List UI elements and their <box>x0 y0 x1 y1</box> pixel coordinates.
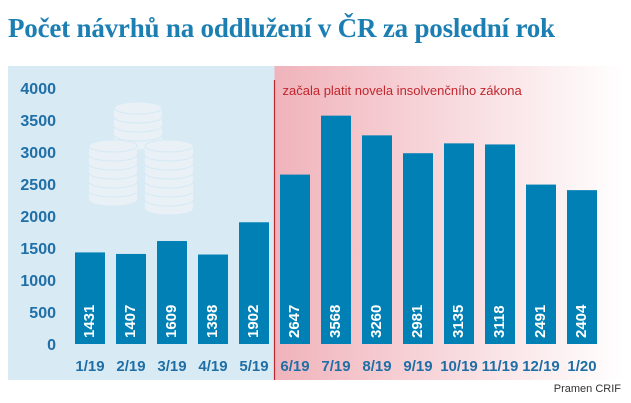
bar-value-label: 3568 <box>327 305 344 338</box>
x-tick-label: 3/19 <box>157 358 186 375</box>
bar <box>116 253 146 344</box>
x-tick-label: 10/19 <box>440 358 478 375</box>
bar <box>280 174 310 344</box>
bar-value-label: 2404 <box>573 304 590 338</box>
x-tick-label: 5/19 <box>239 358 268 375</box>
bar <box>157 241 187 344</box>
bar <box>239 222 269 344</box>
x-tick-label: 2/19 <box>116 358 145 375</box>
y-tick-label: 0 <box>47 337 56 354</box>
y-tick-label: 1000 <box>20 273 56 290</box>
bar-value-label: 3260 <box>368 305 385 338</box>
bar-value-label: 1609 <box>163 305 180 338</box>
bar-value-label: 1431 <box>81 305 98 338</box>
bar-value-label: 2647 <box>286 305 303 338</box>
bar <box>485 144 515 344</box>
x-tick-label: 7/19 <box>321 358 350 375</box>
bar-value-label: 3118 <box>491 305 508 338</box>
y-tick-label: 3500 <box>20 113 56 130</box>
x-tick-label: 6/19 <box>280 358 309 375</box>
bar <box>198 254 228 344</box>
reform-annotation: začala platit novela insolvenčního zákon… <box>283 83 523 98</box>
x-tick-label: 1/20 <box>567 358 596 375</box>
chart-title: Počet návrhů na oddlužení v ČR za posled… <box>8 13 555 43</box>
y-tick-label: 2500 <box>20 177 56 194</box>
y-tick-label: 2000 <box>20 209 56 226</box>
x-tick-label: 11/19 <box>482 358 519 375</box>
y-tick-label: 3000 <box>20 145 56 162</box>
x-tick-label: 1/19 <box>75 358 104 375</box>
y-tick-label: 4000 <box>20 81 56 98</box>
x-tick-label: 12/19 <box>522 358 560 375</box>
bars: 1431 1/19 1407 2/19 1609 3/19 1398 4/19 1902 5/19… <box>75 115 597 375</box>
bar-value-label: 1398 <box>204 305 221 338</box>
bar <box>403 153 433 344</box>
x-tick-label: 4/19 <box>198 358 227 375</box>
x-tick-label: 9/19 <box>403 358 432 375</box>
bar-value-label: 3135 <box>450 305 467 338</box>
y-tick-label: 500 <box>29 305 56 322</box>
bar-value-label: 1407 <box>122 305 139 338</box>
y-axis: 0 500 1000 1500 2000 2500 3000 3500 4000 <box>20 81 56 354</box>
bar <box>444 143 474 344</box>
bar <box>75 252 105 344</box>
bar-value-label: 2491 <box>532 305 549 338</box>
bar <box>526 184 556 344</box>
bar-value-label: 1902 <box>245 305 262 338</box>
bar <box>362 135 392 344</box>
bar-value-label: 2981 <box>409 305 426 338</box>
bar <box>321 115 351 344</box>
source-note: Pramen CRIF <box>553 383 621 395</box>
y-tick-label: 1500 <box>20 241 56 258</box>
bar <box>567 190 597 344</box>
coins-icon <box>88 101 194 216</box>
x-tick-label: 8/19 <box>362 358 391 375</box>
